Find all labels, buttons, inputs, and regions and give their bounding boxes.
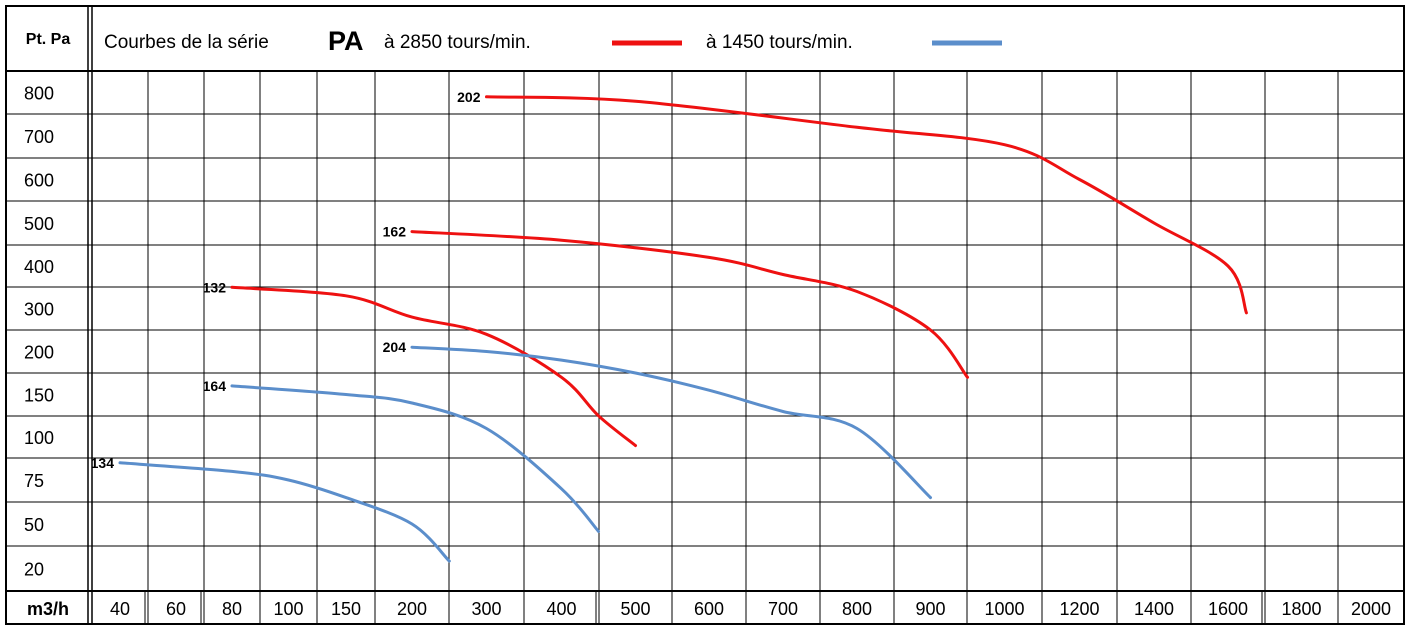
curve-204 xyxy=(410,345,932,500)
corner-label: Pt. Pa xyxy=(26,31,71,48)
curve-164 xyxy=(230,384,600,533)
x-tick-label: 600 xyxy=(694,599,724,619)
y-tick-label: 200 xyxy=(24,343,54,363)
x-tick-label: 200 xyxy=(397,599,427,619)
x-tick-label: 400 xyxy=(546,599,576,619)
x-tick-label: 60 xyxy=(166,599,186,619)
curve-label-162: 162 xyxy=(383,224,407,240)
y-tick-label: 700 xyxy=(24,127,54,147)
x-tick-label: 80 xyxy=(222,599,242,619)
curve-label-202: 202 xyxy=(457,89,481,105)
x-axis-label: m3/h xyxy=(27,599,69,619)
x-tick-label: 800 xyxy=(842,599,872,619)
x-tick-label: 100 xyxy=(273,599,303,619)
x-tick-label: 1800 xyxy=(1281,599,1321,619)
curves xyxy=(118,95,1248,563)
y-tick-label: 75 xyxy=(24,471,44,491)
x-tick-label: 900 xyxy=(915,599,945,619)
x-tick-label: 1400 xyxy=(1134,599,1174,619)
curve-202 xyxy=(485,95,1248,315)
curve-134 xyxy=(118,461,451,563)
y-tick-label: 100 xyxy=(24,428,54,448)
x-tick-labels: m3/h 40 60 80 100 150 200 300 400 500 600 700 800 900… xyxy=(27,599,1391,619)
x-tick-label: 1200 xyxy=(1059,599,1099,619)
x-tick-label: 40 xyxy=(110,599,130,619)
x-tick-label: 150 xyxy=(331,599,361,619)
x-tick-label: 700 xyxy=(768,599,798,619)
curve-label-204: 204 xyxy=(383,339,407,355)
curve-labels: 202 162 132 204 164 134 xyxy=(91,89,481,471)
legend-high-label: à 2850 tours/min. xyxy=(384,32,531,53)
chart-frame xyxy=(5,5,1405,625)
y-tick-label: 800 xyxy=(24,84,54,104)
curve-label-132: 132 xyxy=(203,279,227,295)
x-tick-label: 2000 xyxy=(1351,599,1391,619)
chart-title-series: PA xyxy=(328,26,364,56)
curve-label-134: 134 xyxy=(91,455,115,471)
y-tick-label: 150 xyxy=(24,386,54,406)
x-tick-label: 500 xyxy=(620,599,650,619)
curve-label-164: 164 xyxy=(203,378,227,394)
curve-162 xyxy=(410,230,969,379)
y-tick-label: 20 xyxy=(24,560,44,580)
x-tick-label: 300 xyxy=(471,599,501,619)
y-tick-label: 400 xyxy=(24,257,54,277)
chart-title-prefix: Courbes de la série xyxy=(104,32,269,53)
curve-132 xyxy=(230,285,637,448)
y-tick-labels: 800 700 600 500 400 300 200 150 100 75 50 20 xyxy=(24,84,54,580)
x-tick-label: 1600 xyxy=(1208,599,1248,619)
y-tick-label: 600 xyxy=(24,171,54,191)
grid xyxy=(6,71,1404,624)
y-tick-label: 300 xyxy=(24,300,54,320)
x-tick-label: 1000 xyxy=(984,599,1024,619)
legend-low-label: à 1450 tours/min. xyxy=(706,32,853,53)
y-tick-label: 500 xyxy=(24,214,54,234)
y-tick-label: 50 xyxy=(24,515,44,535)
